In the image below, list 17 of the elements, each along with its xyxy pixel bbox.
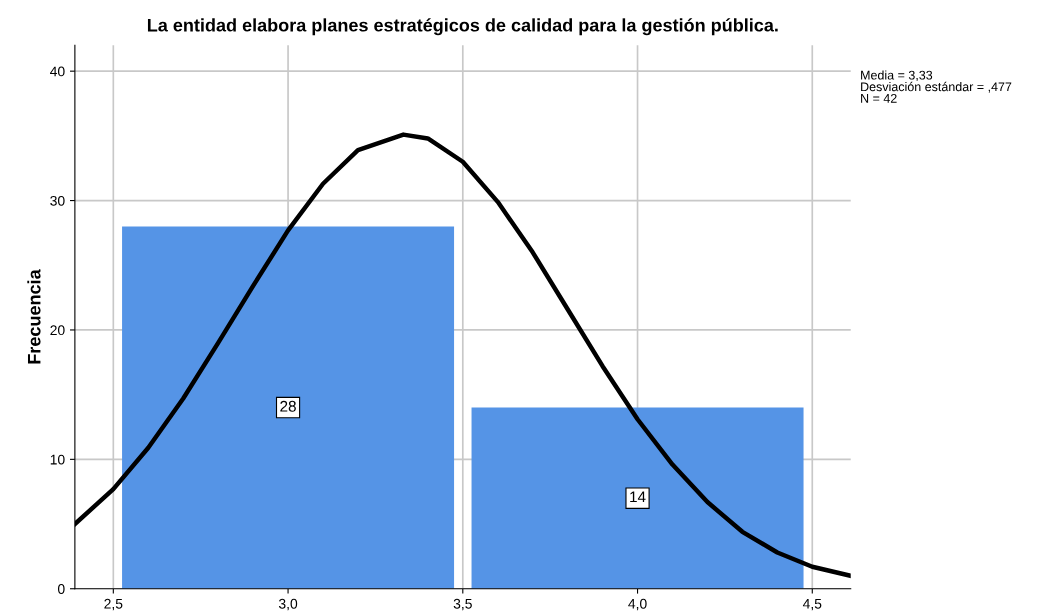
y-tick-label: 30	[50, 195, 65, 206]
y-axis-title: Frecuencia	[27, 269, 41, 364]
y-tick-label: 0	[57, 584, 65, 594]
text: Desviación estándar = ,477	[861, 81, 1012, 93]
text: N = 42	[861, 93, 897, 103]
y-tick-label: 20	[50, 325, 65, 336]
x-tick-label: 3,0	[278, 598, 298, 611]
data-label: 28	[280, 400, 296, 412]
text: Media = 3,33	[861, 70, 933, 82]
x-tick-label: 4,0	[628, 598, 647, 611]
x-tick-label: 4,5	[802, 598, 822, 611]
y-tick-label: 40	[50, 66, 65, 77]
data-label: 14	[630, 491, 646, 503]
x-tick-label: 2,5	[104, 598, 123, 611]
x-tick-label: 3,5	[453, 598, 472, 611]
chart-title: La entidad elabora planes estratégicos de calidad para la gestión pública.	[147, 18, 778, 36]
y-tick-label: 10	[50, 454, 65, 465]
